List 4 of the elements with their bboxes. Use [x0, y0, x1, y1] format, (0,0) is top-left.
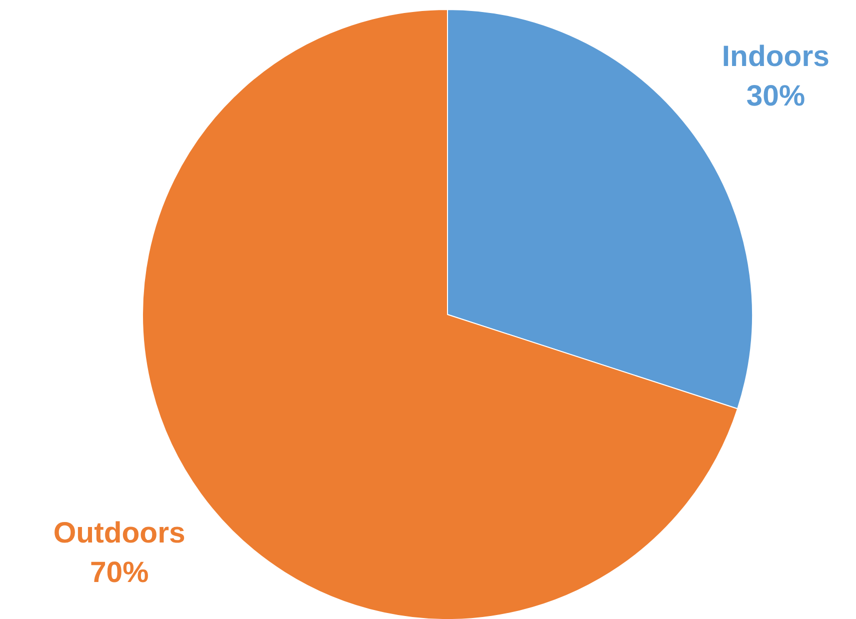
data-label: 30%: [746, 79, 806, 112]
data-label: 70%: [90, 556, 149, 590]
slice-label: Outdoors: [53, 516, 186, 550]
slice-label: Indoors: [722, 40, 830, 73]
